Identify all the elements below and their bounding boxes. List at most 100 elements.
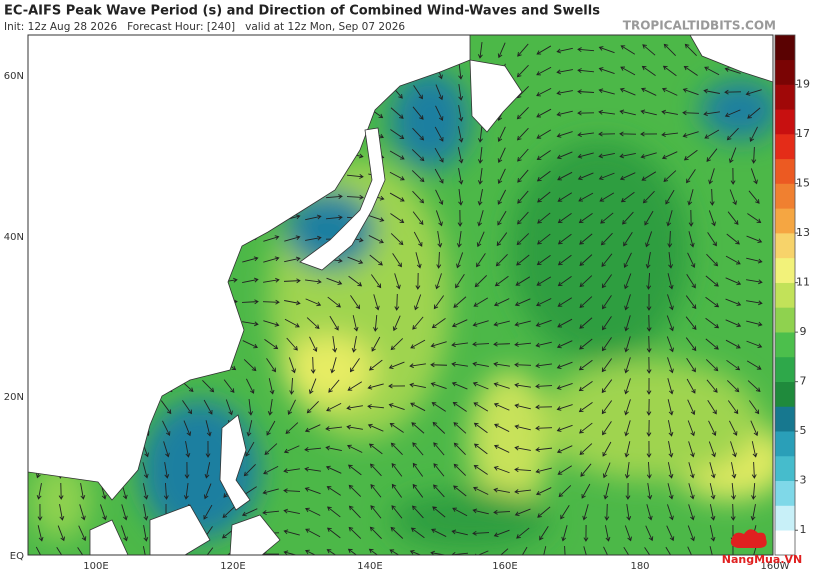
arrow [601,379,613,394]
lon-label: 160W [761,561,790,572]
arrow [493,444,510,453]
arrow [709,525,716,542]
arrow [453,442,466,456]
arrow [497,189,507,205]
arrow [304,466,321,472]
colorbar-bin [775,480,795,506]
arrow [390,107,404,119]
arrow [493,320,510,327]
arrow [264,338,279,350]
arrow [283,278,301,284]
arrow [243,359,257,372]
lon-label: 140E [357,561,382,572]
arrow [455,274,465,289]
arrow [556,131,573,138]
arrow [435,84,444,101]
arrow [535,487,552,496]
arrow [564,545,566,555]
arrow [708,210,716,227]
arrow [351,336,357,353]
arrow [557,213,572,224]
arrow [329,315,339,331]
arrow [390,338,404,351]
arrow [663,43,676,56]
colorbar-bin [775,381,795,407]
arrow [730,503,736,521]
arrow [435,105,444,121]
arrow [726,127,739,141]
arrow [746,320,763,327]
arrow [206,547,214,555]
arrow [431,528,447,537]
arrow [142,546,146,555]
arrow [536,87,552,97]
arrow [601,400,613,415]
arrow [267,399,273,416]
arrow [640,131,658,137]
lon-label: 120E [220,561,245,572]
arrow [577,152,594,159]
arrow [205,420,212,437]
arrow [536,254,551,266]
arrow [368,443,383,455]
arrow [687,420,695,437]
arrow [100,504,107,521]
colorbar-bin [775,332,795,358]
arrow [665,189,675,205]
arrow [516,64,529,78]
arrow [390,442,403,456]
arrow [451,361,468,367]
arrow [705,296,720,308]
arrow [452,507,468,517]
arrow [248,399,253,416]
arrow [184,461,190,479]
arrow [284,256,301,263]
arrow [410,339,426,349]
colorbar-bin [775,356,795,382]
arrow [746,340,763,349]
arrow [205,440,211,458]
arrow [661,132,678,138]
arrow [430,382,447,389]
arrow [432,506,446,518]
arrow [751,461,757,479]
arrow [262,299,280,305]
arrow [642,190,655,204]
arrow [286,337,298,351]
colorbar-bin [775,505,795,531]
arrow [394,293,400,311]
arrow [349,358,360,373]
arrow [619,131,637,137]
arrow [242,340,259,349]
arrow [686,358,696,373]
arrow [688,209,694,227]
arrow [667,230,673,248]
arrow [725,319,742,328]
arrow [285,422,299,435]
arrow [641,87,657,96]
arrow [602,316,612,331]
arrow [412,483,424,498]
arrow [641,171,657,181]
arrow [644,547,651,555]
arrow [79,504,86,521]
arrow [667,483,674,500]
arrow [624,420,631,437]
arrow [37,503,43,521]
arrow [646,272,652,290]
arrow [284,318,300,328]
arrow [684,43,697,56]
arrow [747,380,761,392]
arrow [411,149,425,162]
arrow [370,505,382,519]
lon-label: 180 [630,561,649,572]
arrow [473,402,489,412]
arrow [514,403,531,410]
arrow [578,401,593,413]
arrow [535,341,552,348]
arrow [645,525,654,542]
arrow [687,252,696,269]
arrow [521,546,528,555]
arrow [620,66,636,76]
